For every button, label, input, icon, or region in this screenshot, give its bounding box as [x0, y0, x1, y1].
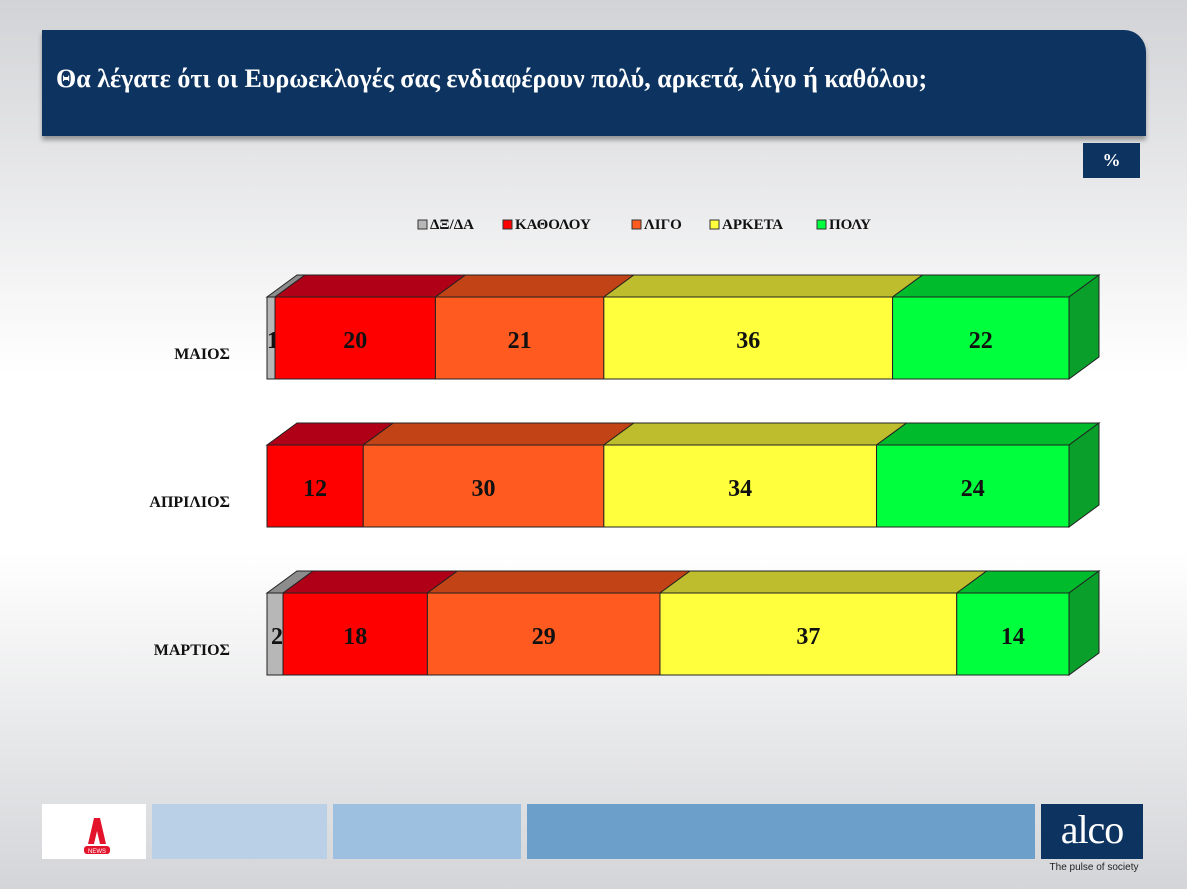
bar-segment-2-4	[603, 444, 878, 528]
data-label-3-2: 18	[343, 624, 367, 650]
footer-tile-2	[333, 804, 521, 859]
alpha-logo-tile: NEWS	[42, 804, 146, 859]
data-label-3-4: 37	[796, 624, 820, 650]
data-label-3-3: 29	[532, 624, 556, 650]
bar-top-2-5	[874, 422, 1101, 446]
category-label-1: ΜΑΙΟΣ	[174, 346, 230, 363]
alpha-news-logo: NEWS	[84, 818, 110, 855]
footer-tile-3	[527, 804, 1035, 859]
alco-tagline: The pulse of society	[1049, 862, 1139, 873]
bar-top-2-3	[361, 422, 636, 446]
bar-top-2-4	[602, 422, 909, 446]
bar-segment-3-4	[659, 592, 958, 676]
category-label-2: ΑΠΡΙΛΙΟΣ	[149, 494, 230, 511]
data-label-2-4: 34	[728, 476, 752, 502]
bar-top-1-2	[273, 274, 467, 298]
bar-top-1-4	[602, 274, 925, 298]
data-label-2-3: 30	[472, 476, 496, 502]
unit-badge: %	[1083, 143, 1140, 178]
data-label-1-5: 22	[969, 328, 993, 354]
category-label-3: ΜΑΡΤΙΟΣ	[154, 642, 230, 659]
legend-label-1: ΔΞ/ΔΑ	[430, 217, 474, 233]
alco-logo: alco	[1041, 804, 1143, 859]
data-label-1-2: 20	[343, 328, 367, 354]
bar-segment-2-2	[266, 444, 364, 528]
legend-swatch-5	[816, 219, 827, 230]
bar-top-1-5	[891, 274, 1101, 298]
bar-side-1	[1068, 274, 1100, 380]
legend-swatch-3	[631, 219, 642, 230]
data-label-3-5: 14	[1001, 624, 1025, 650]
legend-label-2: ΚΑΘΟΛΟΥ	[515, 217, 591, 233]
title-band: Θα λέγατε ότι οι Ευρωεκλογές σας ενδιαφέ…	[42, 30, 1146, 136]
bar-segment-3-2	[282, 592, 428, 676]
footer-tile-1	[152, 804, 327, 859]
bar-side-2	[1068, 422, 1100, 528]
bar-segment-3-3	[426, 592, 661, 676]
legend-swatch-4	[709, 219, 720, 230]
data-label-1-3: 21	[508, 328, 532, 354]
legend-label-3: ΛΙΓΟ	[644, 217, 682, 233]
bar-segment-2-5	[876, 444, 1070, 528]
legend-label-5: ΠΟΛΥ	[829, 217, 871, 233]
legend-label-4: ΑΡΚΕΤΑ	[722, 217, 783, 233]
legend-swatch-2	[502, 219, 513, 230]
bar-segment-1-2	[274, 296, 436, 380]
legend-swatch-1	[417, 219, 428, 230]
bar-segment-1-3	[434, 296, 605, 380]
bar-segment-2-3	[362, 444, 605, 528]
bar-side-3	[1068, 570, 1100, 676]
data-label-3-1: 2	[271, 624, 283, 650]
bar-segment-3-5	[956, 592, 1070, 676]
alpha-logo-sub: NEWS	[88, 849, 106, 855]
data-label-2-5: 24	[961, 476, 985, 502]
bar-top-1-3	[433, 274, 636, 298]
page-title: Θα λέγατε ότι οι Ευρωεκλογές σας ενδιαφέ…	[56, 64, 928, 93]
bar-top-3-4	[658, 570, 989, 594]
data-label-1-4: 36	[736, 328, 760, 354]
data-label-2-2: 12	[303, 476, 327, 502]
bar-top-3-3	[425, 570, 692, 594]
